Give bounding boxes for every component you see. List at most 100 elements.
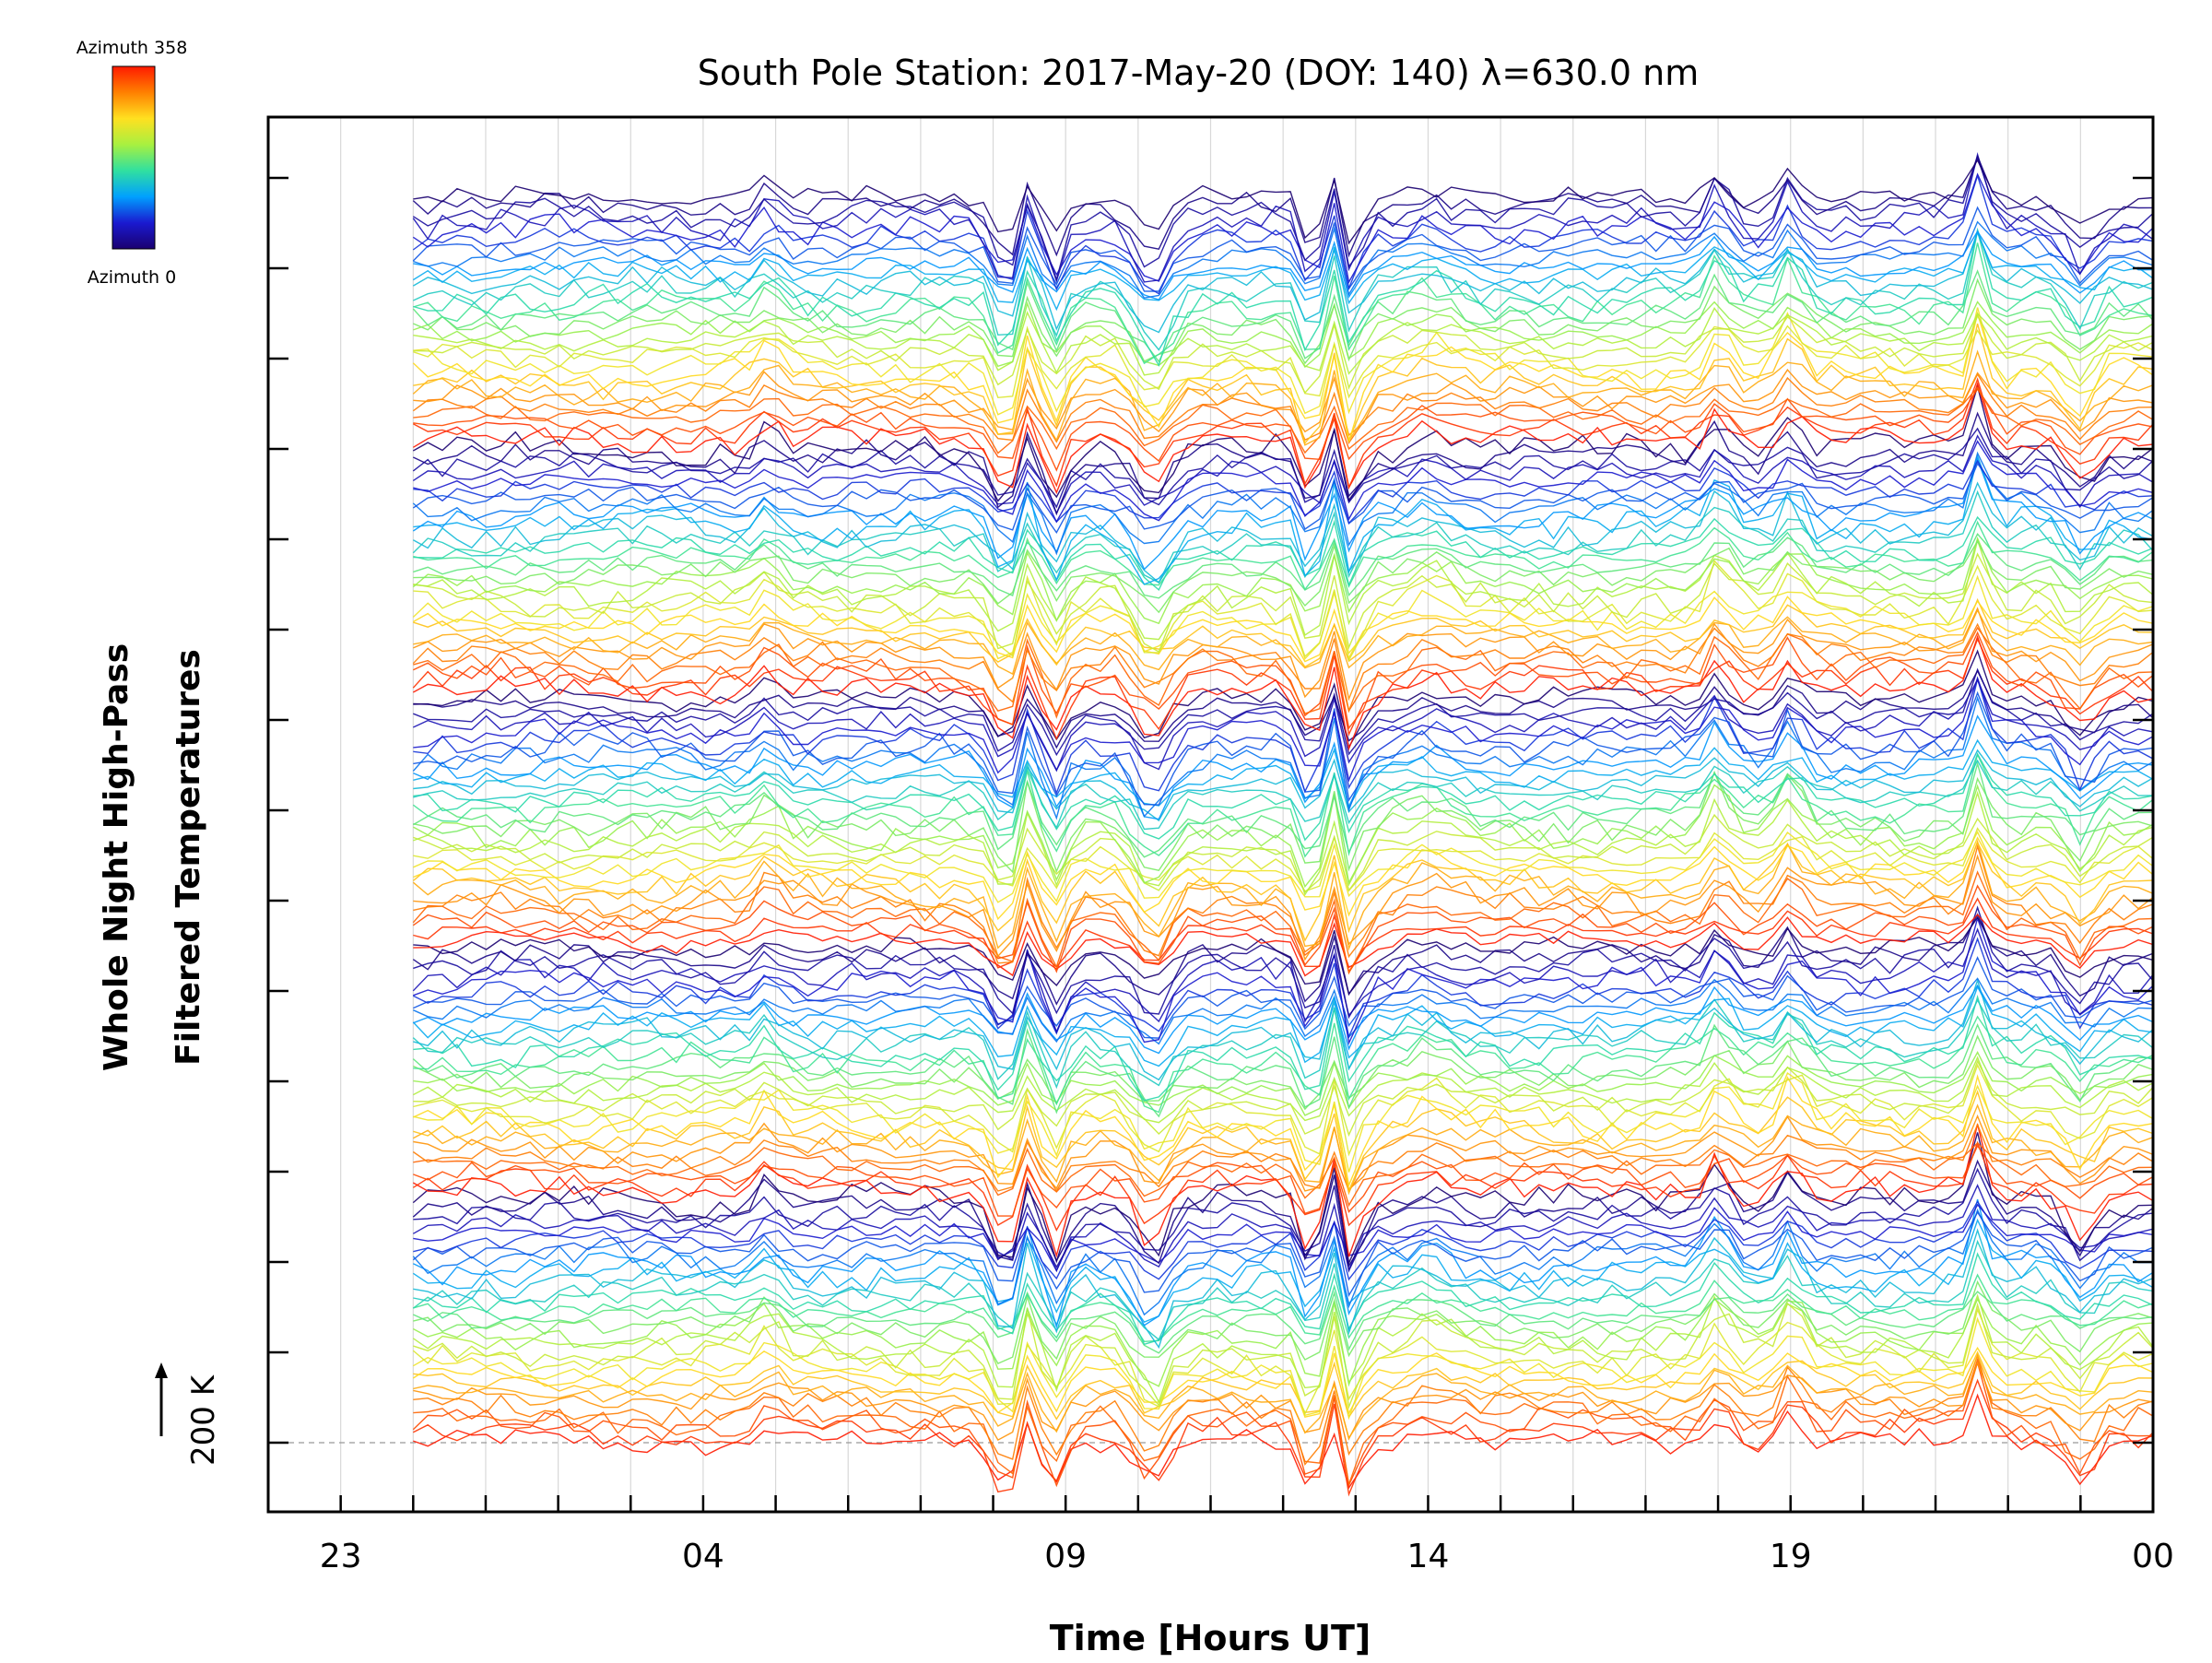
- azimuth-trace: [413, 411, 2153, 516]
- azimuth-trace: [413, 1357, 2153, 1485]
- azimuth-trace: [413, 915, 2153, 1045]
- azimuth-trace: [412, 434, 2153, 515]
- azimuth-trace: [412, 1140, 2153, 1232]
- azimuth-trace: [413, 369, 2153, 437]
- azimuth-trace: [413, 676, 2153, 796]
- azimuth-trace: [412, 269, 2153, 363]
- x-tick-label: 23: [320, 1538, 362, 1575]
- azimuth-trace: [413, 1072, 2153, 1173]
- azimuth-trace: [412, 634, 2153, 751]
- azimuth-trace: [413, 1203, 2153, 1272]
- azimuth-trace: [412, 1297, 2153, 1387]
- x-tick-label: 14: [1407, 1538, 1450, 1575]
- azimuth-trace: [412, 172, 2153, 285]
- azimuth-trace: [413, 836, 2153, 921]
- azimuth-trace: [412, 381, 2153, 495]
- azimuth-trace: [413, 738, 2153, 809]
- azimuth-trace: [413, 1353, 2153, 1440]
- azimuth-trace: [412, 985, 2153, 1067]
- azimuth-trace: [413, 539, 2153, 614]
- azimuth-trace: [413, 314, 2153, 395]
- azimuth-trace: [412, 839, 2153, 951]
- y-axis-label-line-2: Filtered Temperatures: [170, 649, 207, 1066]
- azimuth-trace: [412, 489, 2153, 584]
- colorbar-gradient: [112, 65, 156, 250]
- azimuth-trace: [413, 1352, 2153, 1466]
- azimuth-trace: [413, 676, 2153, 783]
- x-tick-label: 00: [2132, 1538, 2174, 1575]
- x-tick-label: 04: [682, 1538, 724, 1575]
- azimuth-trace: [412, 937, 2153, 1039]
- azimuth-trace: [412, 481, 2153, 584]
- azimuth-trace: [412, 456, 2153, 571]
- azimuth-trace: [413, 905, 2153, 1020]
- azimuth-trace: [412, 695, 2153, 820]
- azimuth-trace: [413, 454, 2153, 585]
- x-axis-label: Time [Hours UT]: [1050, 1618, 1371, 1658]
- azimuth-trace: [413, 1034, 2153, 1111]
- azimuth-trace: [413, 552, 2153, 654]
- azimuth-trace: [412, 427, 2153, 509]
- y-axis-label-line-1: Whole Night High-Pass: [98, 643, 135, 1071]
- azimuth-trace: [413, 843, 2153, 964]
- azimuth-trace: [413, 1015, 2153, 1114]
- azimuth-trace: [413, 978, 2153, 1081]
- azimuth-trace: [412, 637, 2153, 741]
- azimuth-trace: [412, 927, 2153, 1034]
- azimuth-trace: [413, 537, 2153, 641]
- azimuth-trace: [413, 386, 2153, 454]
- azimuth-trace: [412, 913, 2153, 1006]
- azimuth-trace: [412, 884, 2153, 974]
- azimuth-trace: [412, 155, 2153, 282]
- azimuth-trace: [413, 307, 2153, 376]
- azimuth-trace: [413, 914, 2153, 977]
- azimuth-trace: [412, 154, 2153, 258]
- azimuth-trace: [412, 206, 2153, 292]
- azimuth-trace: [413, 324, 2153, 399]
- plot-frame: [266, 115, 2155, 1514]
- azimuth-trace: [413, 1273, 2153, 1343]
- azimuth-trace: [413, 1090, 2153, 1194]
- azimuth-trace: [412, 383, 2153, 502]
- azimuth-trace: [413, 1290, 2153, 1354]
- azimuth-trace: [412, 870, 2153, 975]
- azimuth-trace: [412, 311, 2153, 442]
- azimuth-trace: [412, 372, 2153, 445]
- azimuth-trace: [413, 977, 2153, 1045]
- azimuth-trace: [413, 790, 2153, 897]
- azimuth-trace: [412, 752, 2153, 858]
- azimuth-trace: [412, 377, 2153, 490]
- azimuth-trace: [413, 533, 2153, 599]
- azimuth-trace: [413, 1144, 2153, 1217]
- colorbar-max-label: Azimuth 358: [76, 38, 188, 58]
- azimuth-trace: [413, 597, 2153, 668]
- y-axis-label: Whole Night High-Pass Filtered Temperatu…: [98, 643, 207, 1071]
- azimuth-trace: [412, 1198, 2153, 1329]
- axis-ticks: [268, 176, 2153, 1512]
- azimuth-trace: [413, 1141, 2153, 1208]
- azimuth-trace: [412, 631, 2153, 730]
- azimuth-trace: [413, 608, 2153, 676]
- azimuth-trace: [413, 227, 2153, 351]
- azimuth-trace: [413, 995, 2153, 1102]
- azimuth-trace: [412, 152, 2153, 283]
- azimuth-trace: [413, 242, 2153, 365]
- azimuth-trace: [413, 915, 2153, 996]
- azimuth-trace: [412, 1184, 2153, 1273]
- azimuth-trace: [413, 813, 2153, 893]
- azimuth-trace: [412, 1056, 2153, 1124]
- y-scale-indicator: 200 K: [155, 1362, 222, 1466]
- azimuth-trace: [413, 607, 2153, 702]
- azimuth-trace: [412, 1208, 2153, 1316]
- azimuth-trace: [413, 301, 2153, 369]
- azimuth-trace: [413, 1114, 2153, 1192]
- azimuth-trace: [412, 173, 2153, 295]
- azimuth-trace: [413, 1361, 2153, 1442]
- azimuth-trace: [412, 1103, 2153, 1196]
- azimuth-trace: [412, 1378, 2153, 1497]
- azimuth-trace: [413, 1200, 2153, 1281]
- azimuth-trace: [413, 1074, 2153, 1188]
- azimuth-trace: [412, 622, 2153, 714]
